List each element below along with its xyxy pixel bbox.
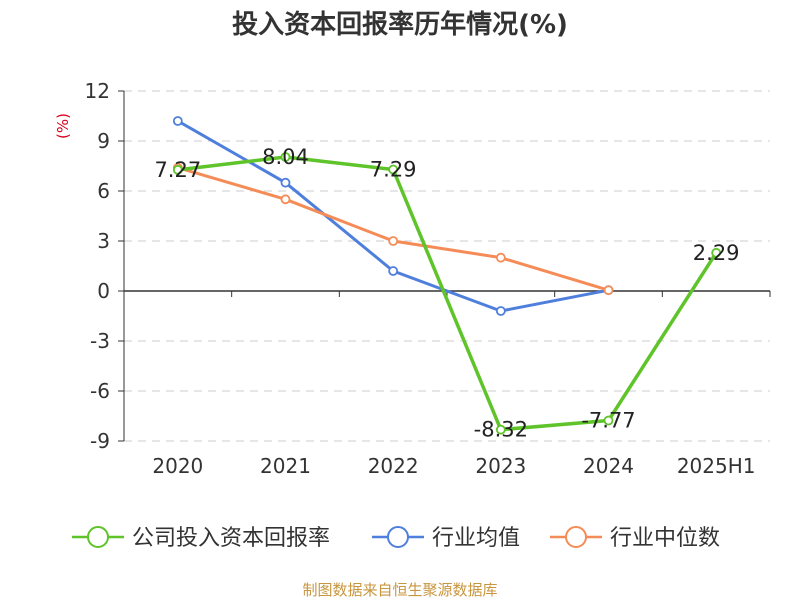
data-point — [172, 116, 183, 126]
data-point — [280, 194, 291, 205]
data-point — [603, 285, 614, 296]
data-point — [388, 266, 399, 276]
source-note: 制图数据来自恒生聚源数据库 — [302, 581, 497, 599]
series-line — [177, 155, 718, 432]
gridlines — [124, 90, 770, 442]
legend-marker — [387, 526, 409, 548]
data-point — [280, 177, 291, 188]
legend-label: 公司投入资本回报率 — [132, 526, 330, 551]
legend-marker — [565, 526, 587, 548]
data-point — [495, 424, 506, 435]
axes: 12 9 6 3 0 -3 -6 -9 2020 2021 2022 2023 2024 2025H1 — [85, 79, 771, 478]
data-label: 8.04 — [262, 145, 309, 169]
data-point — [280, 152, 291, 162]
legend-label: 行业中位数 — [610, 526, 720, 551]
data-point — [711, 247, 722, 258]
y-tick-label: 9 — [97, 129, 110, 153]
y-tick-label: 12 — [85, 79, 110, 103]
legend-label: 行业均值 — [432, 526, 520, 551]
y-tick-label: -6 — [90, 379, 110, 403]
data-label: 2.29 — [693, 241, 740, 265]
y-tick-label: -3 — [90, 329, 110, 353]
data-point — [603, 415, 614, 426]
legend-marker — [87, 526, 109, 548]
x-tick-label: 2021 — [260, 454, 311, 478]
data-point — [388, 164, 399, 175]
x-tick-label: 2025H1 — [677, 454, 756, 478]
legend: 公司投入资本回报率 行业均值 行业中位数 — [72, 526, 720, 551]
chart-title: 投入资本回报率历年情况(%) — [232, 9, 568, 40]
x-tick-label: 2020 — [152, 454, 203, 478]
data-label: 7.29 — [370, 158, 417, 182]
data-point — [495, 252, 506, 263]
data-point — [172, 164, 183, 175]
x-tick-label: 2023 — [475, 454, 526, 478]
data-label: -8.32 — [474, 418, 528, 442]
y-tick-label: 3 — [97, 229, 110, 253]
y-tick-label: 6 — [97, 179, 110, 203]
series-line — [177, 119, 609, 313]
data-label: 7.27 — [154, 158, 201, 182]
x-tick-label: 2024 — [583, 454, 634, 478]
x-tick-label: 2022 — [368, 454, 419, 478]
y-axis-unit-label: (%) — [54, 113, 72, 139]
data-label: -7.77 — [581, 409, 635, 433]
data-labels: 7.27 8.04 7.29 -8.32 -7.77 2.29 — [154, 145, 739, 442]
series-lines — [172, 116, 722, 435]
y-tick-label: 0 — [97, 279, 110, 303]
y-tick-label: -9 — [90, 429, 110, 453]
data-point — [388, 236, 399, 246]
data-point — [495, 306, 506, 316]
